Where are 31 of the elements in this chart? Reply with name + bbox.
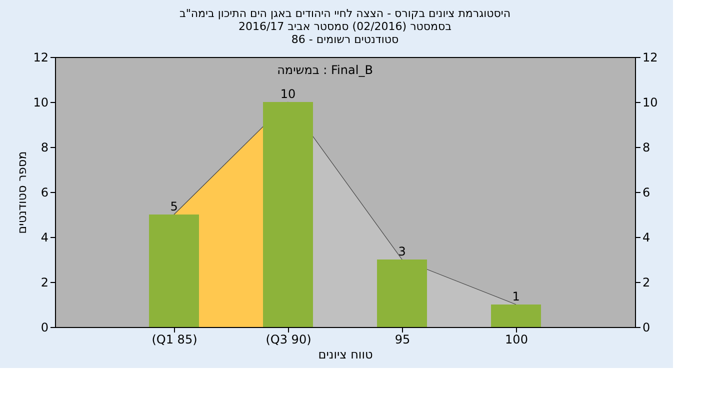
- y2-tick-label: 6: [642, 186, 650, 200]
- y-axis-title: מספר סטודנטים: [15, 151, 30, 234]
- y2-tick-label: 12: [642, 50, 658, 64]
- data-label: 5: [170, 200, 178, 214]
- y2-tick-label: 4: [642, 230, 650, 244]
- y-tick-label: 2: [40, 276, 48, 290]
- x-tick-label: (Q1 85): [152, 332, 198, 346]
- x-axis-title: טווח ציונים: [318, 348, 373, 362]
- annotation: במשימה : Final_B: [277, 63, 373, 77]
- bar: [149, 214, 199, 327]
- bar: [491, 304, 541, 327]
- y-tick-label: 6: [40, 186, 48, 200]
- y-tick-label: 8: [40, 140, 48, 154]
- y-tick-label: 4: [40, 230, 48, 244]
- data-label: 1: [512, 290, 520, 304]
- y-tick-label: 10: [33, 96, 48, 110]
- text: בסמסטר (02/2016) סמסטר אביב 2016/17: [238, 20, 452, 33]
- x-tick-label: (Q3 90): [266, 332, 312, 346]
- data-label: 10: [280, 87, 296, 101]
- y-tick-label: 0: [40, 320, 48, 334]
- y2-tick-label: 10: [642, 96, 658, 110]
- text: סטודנטים רשומים - 86: [291, 33, 399, 46]
- y2-tick-label: 0: [642, 320, 650, 334]
- data-label: 3: [398, 244, 406, 258]
- y2-tick-label: 2: [642, 276, 650, 290]
- x-tick-label: 100: [505, 332, 528, 346]
- y2-tick-label: 8: [642, 140, 650, 154]
- bar: [377, 260, 427, 327]
- y-tick-label: 12: [33, 50, 48, 64]
- x-tick-label: 95: [394, 332, 410, 346]
- text: היסטוגרמת ציונים בקורס - הצצה לחיי היהודים באגן הים התיכון בימה"ב: [179, 7, 511, 20]
